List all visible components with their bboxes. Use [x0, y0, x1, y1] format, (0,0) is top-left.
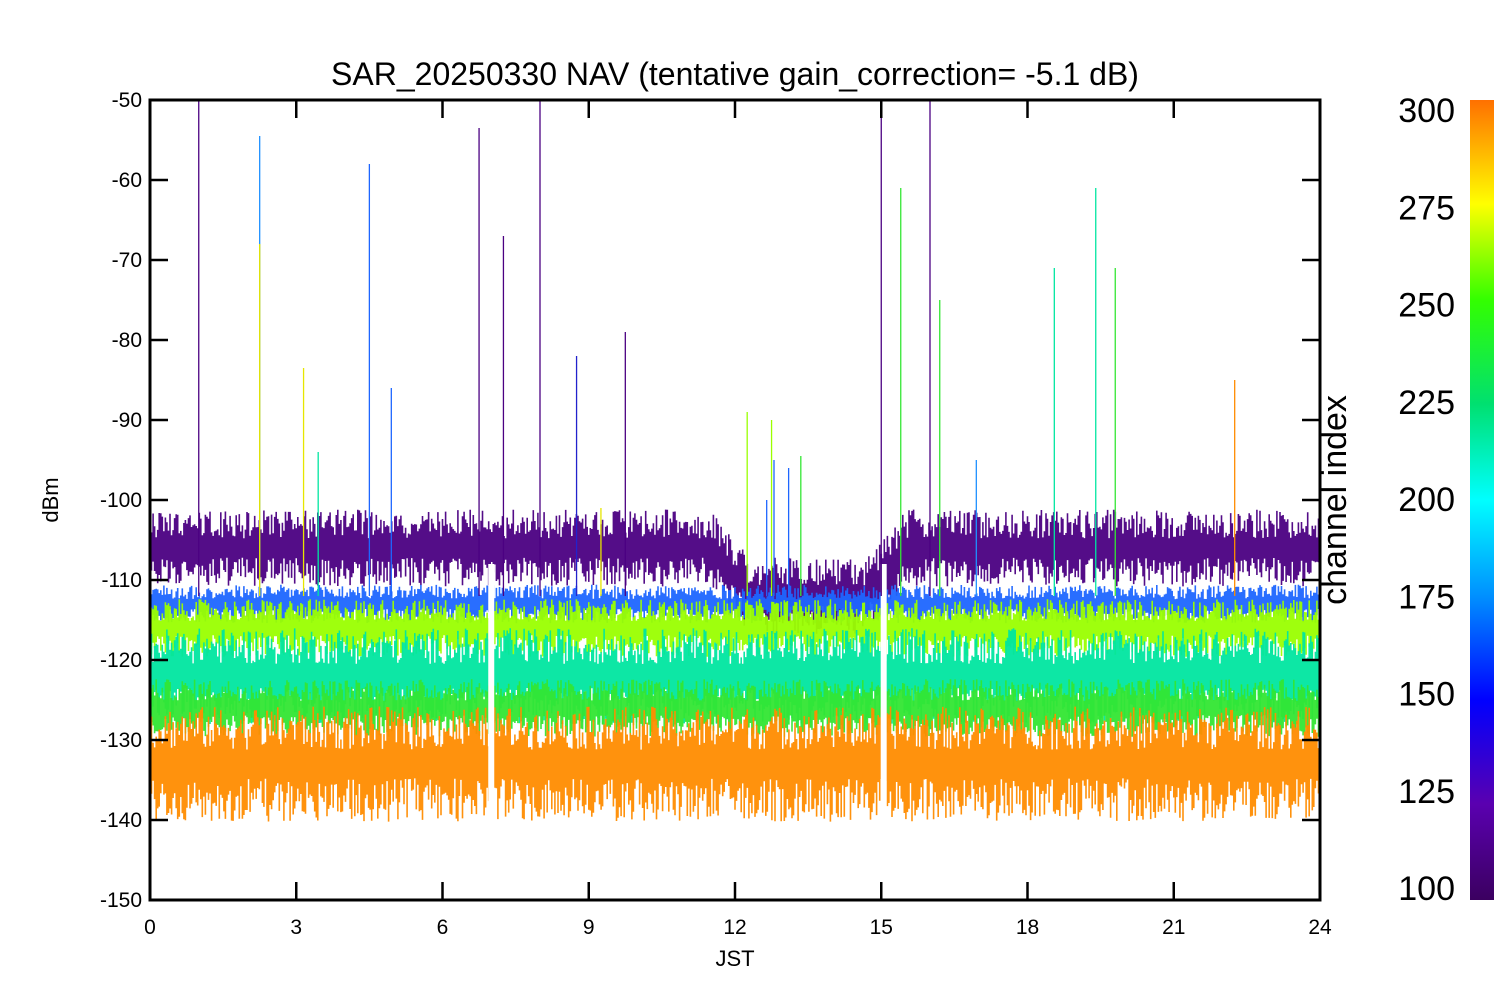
- y-tick-label-7: -120: [100, 649, 142, 672]
- y-tick-label-1: -60: [112, 169, 142, 192]
- x-tick-label-5: 15: [870, 916, 893, 939]
- series-band-5: [150, 706, 1320, 822]
- data-gap-1: [880, 564, 887, 844]
- colorbar-tick-label-8: 100: [1398, 870, 1455, 908]
- y-tick-label-2: -70: [112, 249, 142, 272]
- axes: 0 3 6 9 12 15 18 21 24 -50 -60 -70 -80 -90 -100 -110 -12…: [100, 89, 1332, 939]
- x-tick-label-7: 21: [1162, 916, 1185, 939]
- colorbar-tick-label-0: 300: [1398, 92, 1455, 130]
- x-axis-label: JST: [715, 946, 754, 971]
- colorbar-tick-label-3: 225: [1398, 384, 1455, 422]
- colorbar-tick-label-5: 175: [1398, 578, 1455, 616]
- y-axis-label: dBm: [38, 477, 63, 522]
- colorbar-label: channel index: [1316, 395, 1354, 605]
- spike-lines: [198, 100, 1236, 596]
- x-tick-label-2: 6: [437, 916, 449, 939]
- x-tick-label-0: 0: [144, 916, 156, 939]
- x-tick-label-1: 3: [290, 916, 302, 939]
- y-tick-label-9: -140: [100, 809, 142, 832]
- y-tick-label-6: -110: [102, 569, 142, 592]
- colorbar-tick-label-1: 275: [1398, 189, 1455, 227]
- colorbar-tick-label-2: 250: [1398, 287, 1455, 325]
- colorbar-tick-label-7: 125: [1398, 773, 1455, 811]
- x-tick-label-3: 9: [583, 916, 595, 939]
- x-tick-label-4: 12: [723, 916, 746, 939]
- series-band-2: [150, 599, 1320, 657]
- series-band-4: [150, 679, 1320, 737]
- plot-data-area: [150, 509, 1320, 822]
- colorbar-ticks: 300 275 250 225 200 175 150 125 100: [1398, 92, 1455, 908]
- y-tick-label-8: -130: [100, 729, 142, 752]
- chart-title: SAR_20250330 NAV (tentative gain_correct…: [331, 56, 1139, 92]
- y-tick-label-4: -90: [112, 409, 142, 432]
- y-tick-label-5: -100: [100, 489, 142, 512]
- data-gaps: [488, 564, 887, 844]
- colorbar-tick-label-6: 150: [1398, 676, 1455, 714]
- data-gap-0: [488, 564, 495, 844]
- y-tick-label-3: -80: [112, 329, 142, 352]
- x-tick-label-6: 18: [1016, 916, 1039, 939]
- y-tick-label-0: -50: [112, 89, 142, 112]
- y-tick-label-10: -150: [100, 889, 142, 912]
- colorbar-tick-label-4: 200: [1398, 481, 1455, 519]
- x-tick-label-8: 24: [1308, 916, 1332, 939]
- colorbar: [1470, 100, 1494, 900]
